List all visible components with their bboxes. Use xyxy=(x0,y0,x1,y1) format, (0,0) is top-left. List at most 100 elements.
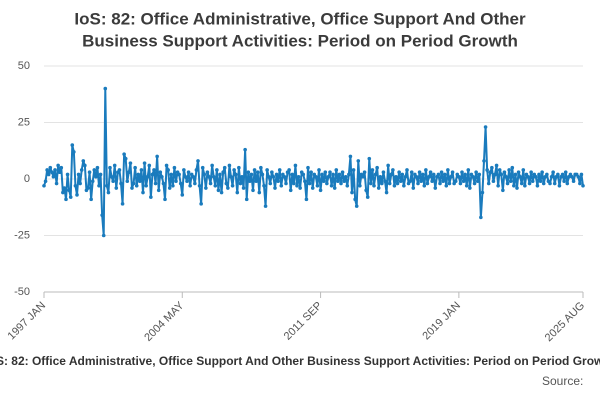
point xyxy=(149,195,153,199)
point xyxy=(130,186,134,190)
point xyxy=(68,195,73,199)
point xyxy=(364,188,368,193)
point xyxy=(122,152,126,156)
point xyxy=(65,172,70,177)
point xyxy=(277,168,282,172)
point xyxy=(439,170,444,175)
point xyxy=(485,168,489,172)
point xyxy=(249,172,254,177)
point xyxy=(125,179,130,184)
point xyxy=(562,179,566,184)
point xyxy=(153,181,158,186)
point xyxy=(482,159,486,163)
point xyxy=(56,163,60,168)
point xyxy=(474,170,478,175)
point xyxy=(556,172,560,177)
point xyxy=(340,170,345,175)
x-tick-label: 2025 AUG xyxy=(543,300,587,344)
point xyxy=(112,163,117,168)
point xyxy=(342,179,346,184)
point xyxy=(402,183,406,188)
point xyxy=(167,186,172,190)
point xyxy=(211,174,216,179)
point xyxy=(541,181,546,186)
point xyxy=(164,163,169,168)
point xyxy=(298,186,302,190)
point xyxy=(537,172,541,177)
point xyxy=(414,174,419,179)
point xyxy=(431,172,436,177)
point xyxy=(123,156,128,161)
point xyxy=(428,170,433,175)
point xyxy=(343,174,348,179)
point xyxy=(215,168,219,172)
chart-title: Business Support Activities: Period on P… xyxy=(82,31,518,50)
point xyxy=(207,174,211,179)
point xyxy=(468,186,472,190)
point xyxy=(438,181,442,186)
point xyxy=(306,165,310,170)
point xyxy=(480,190,485,195)
point xyxy=(276,179,280,184)
point xyxy=(405,168,409,172)
point xyxy=(491,179,496,184)
point xyxy=(540,170,544,175)
point xyxy=(386,163,390,168)
point xyxy=(119,181,123,186)
point xyxy=(534,174,538,179)
point xyxy=(202,172,207,177)
point xyxy=(422,183,427,188)
point xyxy=(186,170,191,175)
point xyxy=(512,183,516,188)
point xyxy=(523,183,527,188)
point xyxy=(240,174,244,179)
point xyxy=(581,183,585,188)
point xyxy=(103,86,108,91)
point xyxy=(441,179,445,184)
point xyxy=(416,181,420,186)
point xyxy=(194,168,199,172)
point xyxy=(466,168,471,172)
point xyxy=(496,183,500,188)
point xyxy=(131,181,136,186)
point xyxy=(350,190,354,195)
point xyxy=(76,172,81,177)
point xyxy=(70,143,75,147)
point xyxy=(94,174,98,179)
point xyxy=(425,181,430,186)
point xyxy=(53,168,57,172)
point xyxy=(488,170,493,175)
point xyxy=(530,179,535,184)
point xyxy=(72,150,76,154)
point xyxy=(205,170,210,175)
point xyxy=(516,170,521,175)
point xyxy=(210,163,214,168)
point xyxy=(166,168,170,172)
point xyxy=(295,183,299,188)
point xyxy=(156,188,161,193)
point xyxy=(521,168,526,172)
point xyxy=(576,174,581,179)
point xyxy=(464,183,469,188)
point xyxy=(67,188,71,193)
point xyxy=(233,172,238,177)
point xyxy=(188,183,192,188)
point xyxy=(61,190,65,195)
point xyxy=(279,183,284,188)
point xyxy=(92,168,97,172)
point xyxy=(292,181,296,186)
point xyxy=(87,170,92,175)
point xyxy=(141,190,145,195)
point xyxy=(155,154,159,159)
point xyxy=(505,181,510,186)
point xyxy=(337,172,342,177)
point xyxy=(515,186,519,190)
point xyxy=(81,159,86,163)
point xyxy=(461,179,466,184)
point xyxy=(54,181,59,186)
point xyxy=(356,159,361,163)
point xyxy=(395,181,400,186)
point xyxy=(255,170,260,175)
point xyxy=(409,170,414,175)
point xyxy=(42,183,46,188)
